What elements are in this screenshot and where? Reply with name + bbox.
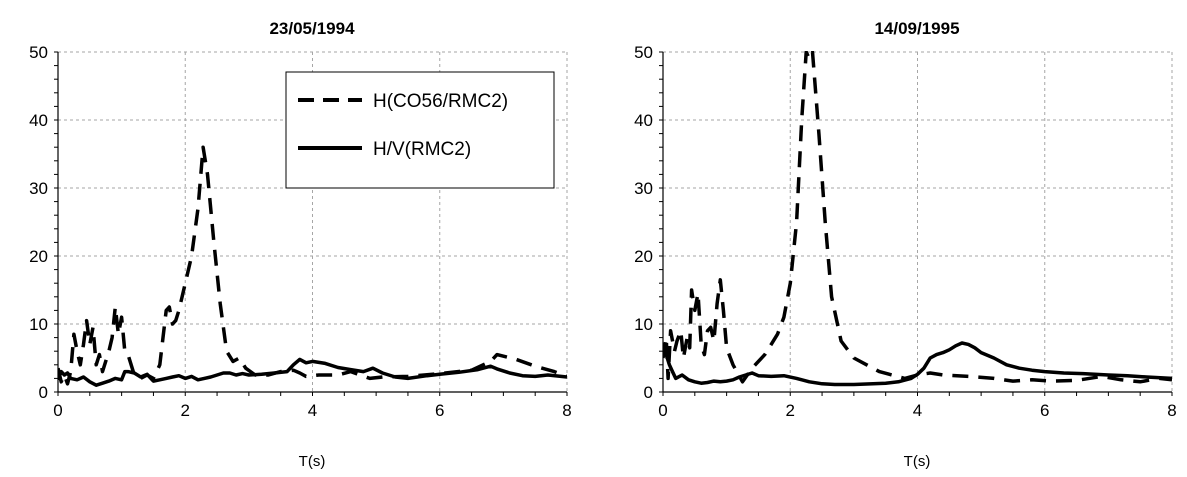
y-tick-label: 0 [644, 383, 653, 402]
y-tick-label: 50 [634, 43, 653, 62]
chart-panel-right: 14/09/1995 T(s) 0 2 4 6 8 0 10 20 30 40 50 [634, 19, 1177, 470]
x-tick-label: 4 [308, 401, 317, 420]
x-tick-label: 0 [658, 401, 667, 420]
series-line-hv-rmc2 [58, 357, 567, 387]
x-tick-label: 6 [435, 401, 444, 420]
y-tick-label: 30 [634, 179, 653, 198]
legend: H(CO56/RMC2) H/V(RMC2) [285, 71, 555, 189]
x-axis-label: T(s) [904, 453, 931, 470]
legend-box [285, 71, 555, 189]
x-tick-label: 6 [1040, 401, 1049, 420]
x-tick-label: 2 [786, 401, 795, 420]
y-tick-label: 10 [634, 315, 653, 334]
x-tick-label: 8 [1167, 401, 1176, 420]
legend-label: H/V(RMC2) [373, 139, 471, 160]
legend-label: H(CO56/RMC2) [373, 91, 508, 112]
series-line-h-co56-rmc2 [58, 145, 567, 386]
y-tick-label: 20 [29, 247, 48, 266]
chart-title: 14/09/1995 [874, 19, 959, 38]
y-tick-label: 10 [29, 315, 48, 334]
y-tick-label: 30 [29, 179, 48, 198]
y-tick-label: 0 [39, 383, 48, 402]
x-tick-label: 0 [53, 401, 62, 420]
series-line-h-co56-rmc2 [663, 51, 1172, 384]
y-tick-label: 40 [29, 111, 48, 130]
y-tick-label: 20 [634, 247, 653, 266]
x-tick-label: 2 [181, 401, 190, 420]
x-axis-label: T(s) [299, 453, 326, 470]
x-tick-label: 8 [562, 401, 571, 420]
chart-panel-left: 23/05/1994 T(s) 0 2 4 6 8 0 10 20 30 40 50 [29, 19, 572, 470]
chart-title: 23/05/1994 [269, 19, 355, 38]
y-tick-label: 50 [29, 43, 48, 62]
y-tick-label: 40 [634, 111, 653, 130]
x-tick-label: 4 [913, 401, 922, 420]
series-line-hv-rmc2 [663, 341, 1172, 387]
